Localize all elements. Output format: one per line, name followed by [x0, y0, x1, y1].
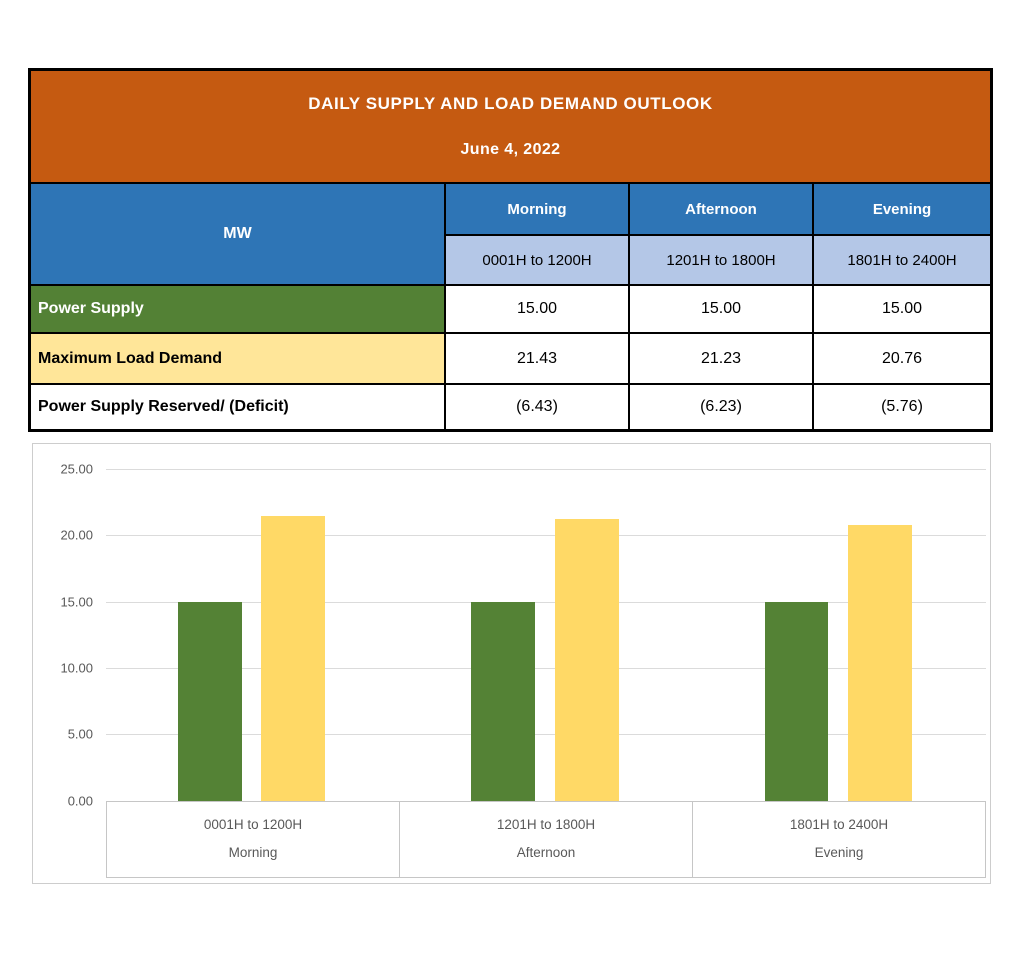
bar-power-supply-morning — [177, 601, 242, 801]
bar-group-evening — [693, 469, 986, 801]
bar-max-load-morning — [261, 516, 326, 801]
row-label-max-load-demand: Maximum Load Demand — [31, 334, 444, 383]
bar-max-load-afternoon — [554, 519, 619, 801]
bar-power-supply-afternoon — [471, 601, 536, 801]
table-date: June 4, 2022 — [460, 141, 561, 158]
value-power-supply-evening: 15.00 — [814, 286, 990, 332]
category-time-label: 0001H to 1200H — [203, 816, 303, 832]
category-period-label: Morning — [228, 845, 278, 861]
value-reserve-afternoon: (6.23) — [630, 385, 812, 429]
gridline — [106, 734, 986, 735]
y-axis-tick: 25.00 — [60, 461, 93, 477]
bar-power-supply-evening — [764, 601, 829, 801]
plot-area — [106, 469, 986, 801]
time-range-morning: 0001H to 1200H — [446, 236, 628, 284]
column-header-evening: Evening — [814, 184, 990, 234]
time-range-evening: 1801H to 2400H — [814, 236, 990, 284]
value-power-supply-morning: 15.00 — [446, 286, 628, 332]
x-axis-category-evening: 1801H to 2400H Evening — [693, 802, 985, 877]
value-max-load-afternoon: 21.23 — [630, 334, 812, 383]
unit-header-mw: MW — [31, 184, 444, 284]
table-header: DAILY SUPPLY AND LOAD DEMAND OUTLOOK Jun… — [31, 71, 990, 182]
value-power-supply-afternoon: 15.00 — [630, 286, 812, 332]
value-reserve-evening: (5.76) — [814, 385, 990, 429]
column-header-morning: Morning — [446, 184, 628, 234]
y-axis-tick: 20.00 — [60, 527, 93, 543]
x-axis-category-morning: 0001H to 1200H Morning — [107, 802, 400, 877]
category-time-label: 1201H to 1800H — [496, 816, 596, 832]
category-period-label: Evening — [814, 845, 864, 861]
bar-chart: 25.00 20.00 15.00 10.00 5.00 0.00 0001H … — [32, 443, 991, 884]
y-axis-tick: 15.00 — [60, 594, 93, 610]
time-range-afternoon: 1201H to 1800H — [630, 236, 812, 284]
supply-demand-table: DAILY SUPPLY AND LOAD DEMAND OUTLOOK Jun… — [28, 68, 993, 432]
category-time-label: 1801H to 2400H — [789, 816, 889, 832]
gridline — [106, 469, 986, 470]
bar-max-load-evening — [848, 525, 913, 801]
column-header-afternoon: Afternoon — [630, 184, 812, 234]
value-reserve-morning: (6.43) — [446, 385, 628, 429]
y-axis-tick: 5.00 — [67, 726, 93, 742]
y-axis-tick: 0.00 — [67, 793, 93, 809]
table-title: DAILY SUPPLY AND LOAD DEMAND OUTLOOK — [308, 94, 713, 113]
gridline — [106, 535, 986, 536]
row-label-reserve-deficit: Power Supply Reserved/ (Deficit) — [31, 385, 444, 429]
bar-group-afternoon — [399, 469, 692, 801]
gridline — [106, 668, 986, 669]
y-axis-tick: 10.00 — [60, 660, 93, 676]
gridline — [106, 602, 986, 603]
x-axis-category-box: 0001H to 1200H Morning 1201H to 1800H Af… — [106, 801, 986, 878]
bar-group-morning — [106, 469, 399, 801]
row-label-power-supply: Power Supply — [31, 286, 444, 332]
category-period-label: Afternoon — [516, 845, 576, 861]
x-axis-category-afternoon: 1201H to 1800H Afternoon — [400, 802, 693, 877]
value-max-load-evening: 20.76 — [814, 334, 990, 383]
value-max-load-morning: 21.43 — [446, 334, 628, 383]
